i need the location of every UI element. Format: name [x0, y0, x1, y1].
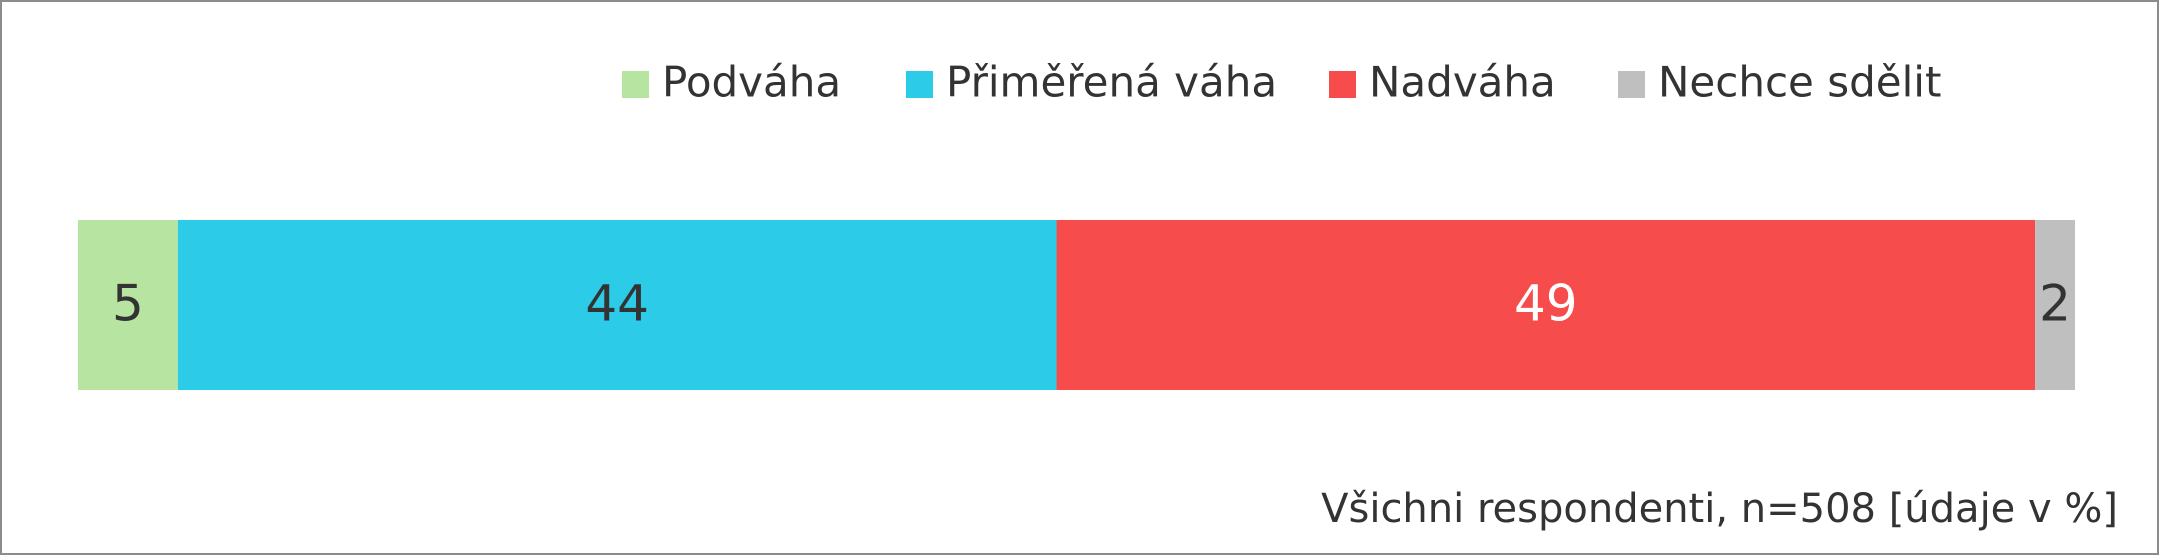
- legend-label: Podváha: [662, 58, 841, 107]
- legend-swatch: [1618, 71, 1645, 98]
- legend-swatch: [622, 71, 649, 98]
- bar-segment: [2035, 220, 2075, 390]
- legend-label: Nechce sdělit: [1658, 58, 1941, 107]
- data-label: 2: [2039, 275, 2071, 333]
- bar-segment: [78, 220, 178, 390]
- bar-segment: [177, 220, 1057, 390]
- data-label: 5: [112, 275, 144, 333]
- data-label: 49: [1514, 275, 1578, 333]
- bar-segment: [1056, 220, 2036, 390]
- legend-swatch: [906, 71, 933, 98]
- legend-label: Přiměřená váha: [946, 58, 1277, 107]
- data-label: 44: [585, 275, 649, 333]
- note: Všichni respondenti, n=508 [údaje v %]: [1321, 486, 2118, 532]
- legend-label: Nadváha: [1369, 58, 1556, 107]
- legend-swatch: [1329, 71, 1356, 98]
